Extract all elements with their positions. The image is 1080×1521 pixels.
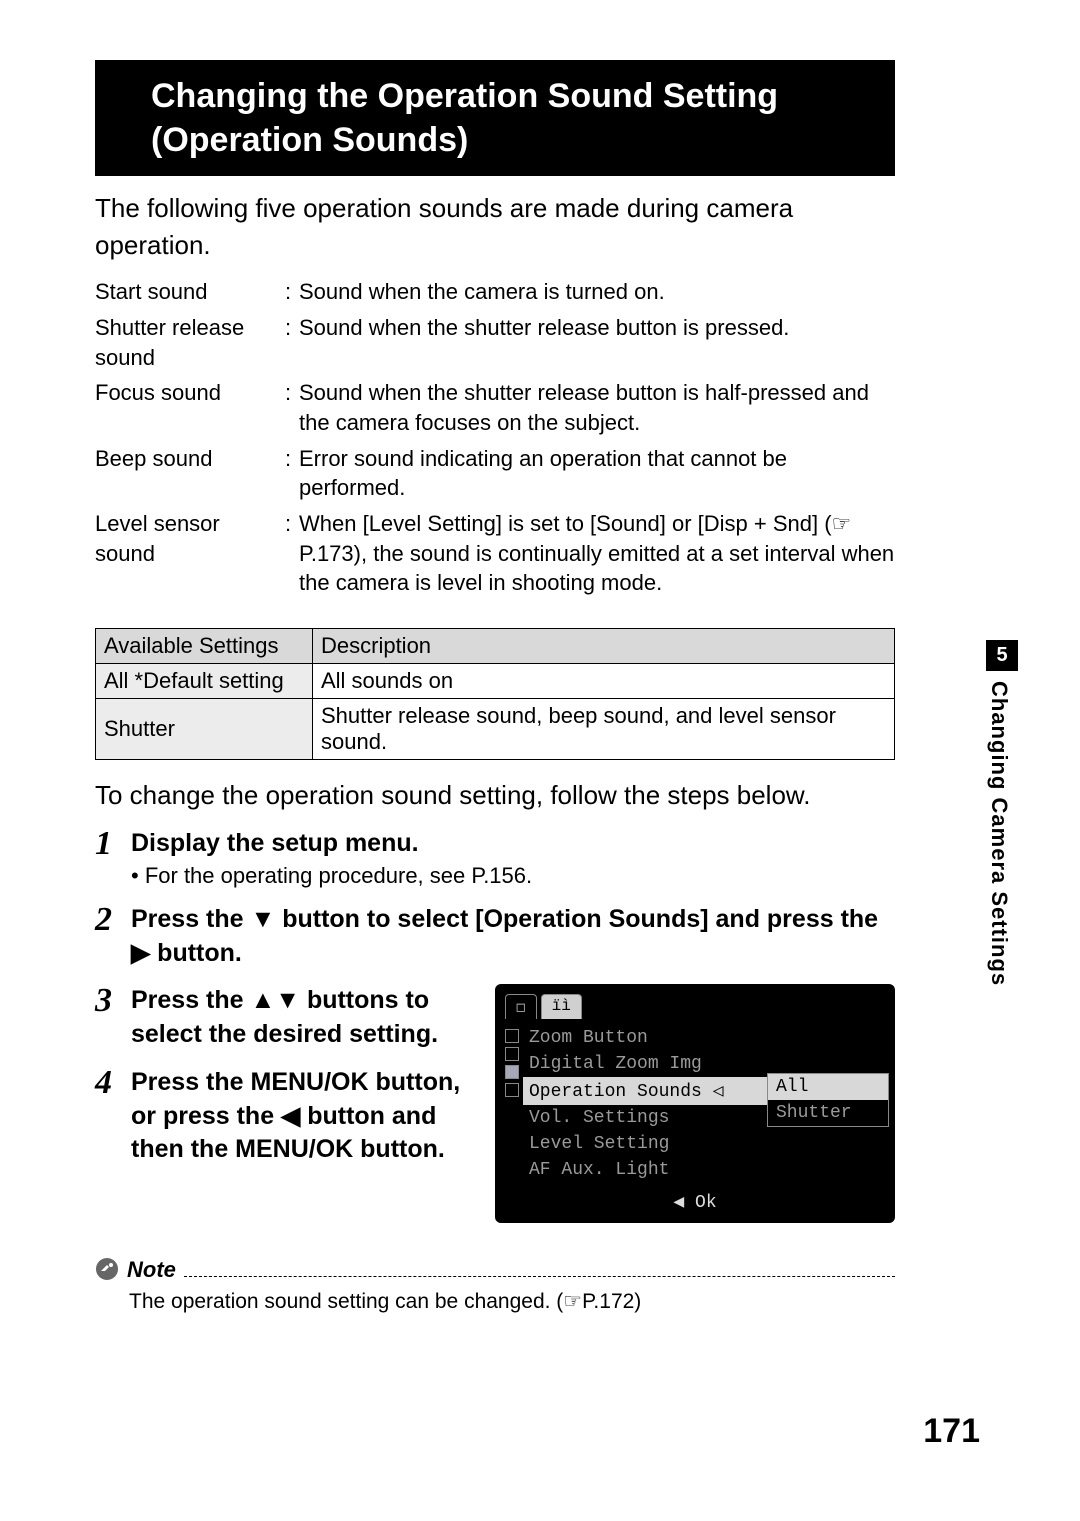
section-title-text: Changing the Operation Sound Setting (Op…: [143, 60, 895, 176]
table-cell: Shutter release sound, beep sound, and l…: [313, 699, 895, 760]
table-row: ShutterShutter release sound, beep sound…: [96, 699, 895, 760]
table-cell: All sounds on: [313, 664, 895, 699]
table-row: All *Default settingAll sounds on: [96, 664, 895, 699]
cam-tab-setup: ïì: [541, 994, 582, 1019]
note-text: The operation sound setting can be chang…: [129, 1289, 895, 1314]
table-cell: All *Default setting: [96, 664, 313, 699]
definition-term: Start sound: [95, 277, 285, 307]
definition-desc: Sound when the shutter release button is…: [299, 378, 895, 437]
note-label: Note: [127, 1257, 176, 1283]
definition-term: Shutter release sound: [95, 313, 285, 372]
step1-title: Display the setup menu.: [131, 827, 895, 861]
camera-menu-screenshot: ◻ ïì Zoom ButtonDigital Zoom ImgOperatio…: [495, 984, 895, 1223]
cam-tab-shoot: ◻: [505, 994, 537, 1019]
definition-desc: When [Level Setting] is set to [Sound] o…: [299, 509, 895, 598]
definition-term: Beep sound: [95, 444, 285, 503]
step-number: 1: [95, 827, 131, 889]
definition-desc: Error sound indicating an operation that…: [299, 444, 895, 503]
definition-row: Level sensor sound:When [Level Setting] …: [95, 509, 895, 598]
note-block: Note The operation sound setting can be …: [95, 1253, 895, 1314]
step1-sub: For the operating procedure, see P.156.: [131, 863, 895, 889]
settings-table: Available SettingsDescription All *Defau…: [95, 628, 895, 760]
note-icon: [95, 1257, 119, 1281]
step-number: 2: [95, 903, 131, 971]
sound-definitions: Start sound:Sound when the camera is tur…: [95, 277, 895, 598]
cam-dropdown-option: Shutter: [768, 1100, 888, 1126]
cam-menu-item: AF Aux. Light: [523, 1157, 885, 1183]
section-title: Changing the Operation Sound Setting (Op…: [95, 60, 895, 176]
step3-title: Press the ▲▼ buttons to select the desir…: [131, 984, 475, 1052]
page-number: 171: [923, 1412, 980, 1451]
chapter-side-tab: 5 Changing Camera Settings: [986, 640, 1018, 986]
definition-row: Focus sound:Sound when the shutter relea…: [95, 378, 895, 437]
chapter-number: 5: [986, 640, 1018, 671]
step2-title: Press the ▼ button to select [Operation …: [131, 903, 895, 971]
table-cell: Shutter: [96, 699, 313, 760]
table-header: Description: [313, 629, 895, 664]
step-number: 3: [95, 984, 131, 1052]
lead-text: To change the operation sound setting, f…: [95, 780, 895, 811]
cam-dropdown-option: All: [768, 1074, 888, 1100]
definition-row: Shutter release sound:Sound when the shu…: [95, 313, 895, 372]
step4-title: Press the MENU/OK button, or press the ◀…: [131, 1066, 475, 1167]
cam-footer: ◀ Ok: [505, 1183, 885, 1213]
chapter-label: Changing Camera Settings: [986, 671, 1012, 986]
definition-row: Beep sound:Error sound indicating an ope…: [95, 444, 895, 503]
definition-term: Level sensor sound: [95, 509, 285, 598]
step-number: 4: [95, 1066, 131, 1167]
cam-dropdown: AllShutter: [767, 1073, 889, 1127]
definition-desc: Sound when the camera is turned on.: [299, 277, 895, 307]
definition-desc: Sound when the shutter release button is…: [299, 313, 895, 372]
definition-row: Start sound:Sound when the camera is tur…: [95, 277, 895, 307]
cam-menu-item: Level Setting: [523, 1131, 885, 1157]
definition-term: Focus sound: [95, 378, 285, 437]
cam-menu-item: Zoom Button: [523, 1025, 885, 1051]
intro-text: The following five operation sounds are …: [95, 190, 895, 263]
table-header: Available Settings: [96, 629, 313, 664]
cam-side-indicator: [505, 1025, 523, 1183]
